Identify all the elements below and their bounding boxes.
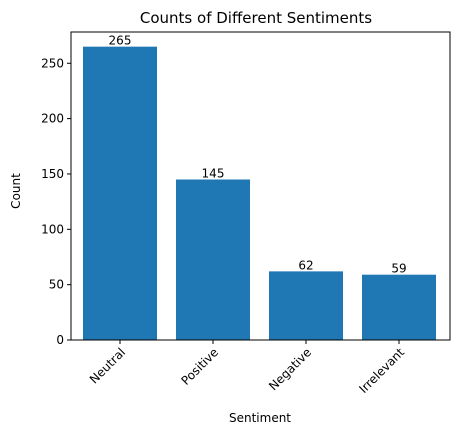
plot-frame: [70, 31, 451, 341]
x-tick-label-positive: Positive: [179, 345, 222, 388]
bar-irrelevant: [362, 274, 436, 340]
x-tick-label-irrelevant: Irrelevant: [356, 345, 407, 396]
x-axis-label: Sentiment: [229, 411, 291, 425]
y-tick-label: 250: [41, 56, 64, 70]
plot-area: 265 145 62 59 0 50 100 150 200 250 Neutral Positive…: [41, 31, 451, 396]
y-tick-label: 100: [41, 222, 64, 236]
bar-neutral: [83, 46, 157, 341]
y-tick-label: 150: [41, 167, 64, 181]
data-label-irrelevant: 59: [391, 262, 406, 276]
x-tick-label-negative: Negative: [266, 345, 314, 393]
bar-negative: [269, 271, 343, 340]
y-tick-label: 200: [41, 112, 64, 126]
x-tick-label-neutral: Neutral: [87, 345, 128, 386]
y-axis-label: Count: [9, 173, 23, 209]
bar-positive: [176, 179, 250, 340]
data-label-negative: 62: [298, 258, 313, 272]
data-label-neutral: 265: [109, 34, 132, 48]
data-label-positive: 145: [202, 166, 225, 180]
y-tick-label: 50: [49, 278, 64, 292]
chart-title: Counts of Different Sentiments: [140, 9, 372, 27]
y-tick-label: 0: [56, 333, 64, 347]
